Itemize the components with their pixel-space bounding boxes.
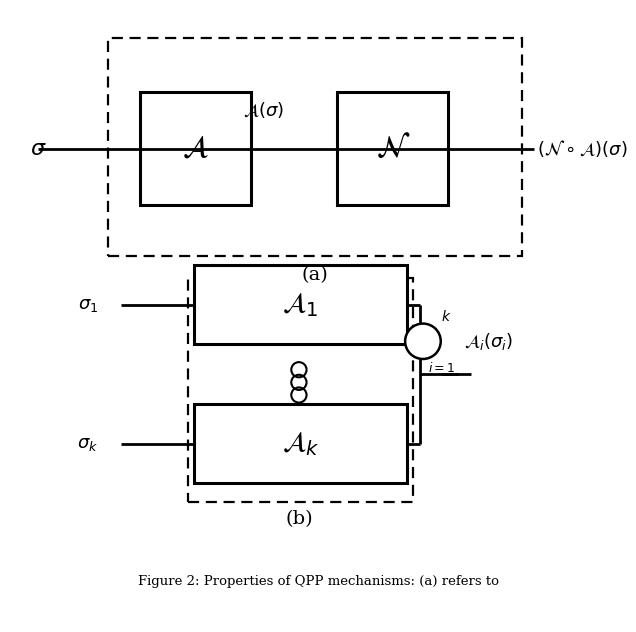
- Text: $\sigma_k$: $\sigma_k$: [78, 435, 99, 453]
- Text: $(\mathcal{N} \circ \mathcal{A})(\sigma)$: $(\mathcal{N} \circ \mathcal{A})(\sigma)…: [537, 138, 628, 159]
- Bar: [188, 278, 413, 502]
- Bar: [140, 92, 251, 205]
- Text: $\mathcal{N}$: $\mathcal{N}$: [375, 133, 410, 164]
- Text: $i=1$: $i=1$: [428, 361, 456, 375]
- Text: $\mathcal{A}(\sigma)$: $\mathcal{A}(\sigma)$: [244, 100, 284, 120]
- Text: $\mathcal{A}_1$: $\mathcal{A}_1$: [282, 291, 319, 319]
- Text: (b): (b): [285, 511, 313, 528]
- Text: Figure 2: Properties of QPP mechanisms: (a) refers to: Figure 2: Properties of QPP mechanisms: …: [137, 575, 499, 588]
- Bar: [194, 265, 407, 344]
- Text: $k$: $k$: [441, 308, 451, 324]
- Text: $\sigma_1$: $\sigma_1$: [78, 296, 99, 313]
- Bar: [194, 404, 407, 483]
- Bar: [337, 92, 448, 205]
- Bar: [108, 38, 522, 256]
- Text: $\mathcal{A}_i(\sigma_i)$: $\mathcal{A}_i(\sigma_i)$: [464, 331, 514, 352]
- Text: $\mathcal{A}_k$: $\mathcal{A}_k$: [282, 430, 319, 458]
- Text: (a): (a): [301, 266, 328, 284]
- Text: $\mathcal{A}$: $\mathcal{A}$: [182, 133, 209, 164]
- Circle shape: [405, 324, 441, 359]
- Text: $\sigma$: $\sigma$: [30, 138, 46, 159]
